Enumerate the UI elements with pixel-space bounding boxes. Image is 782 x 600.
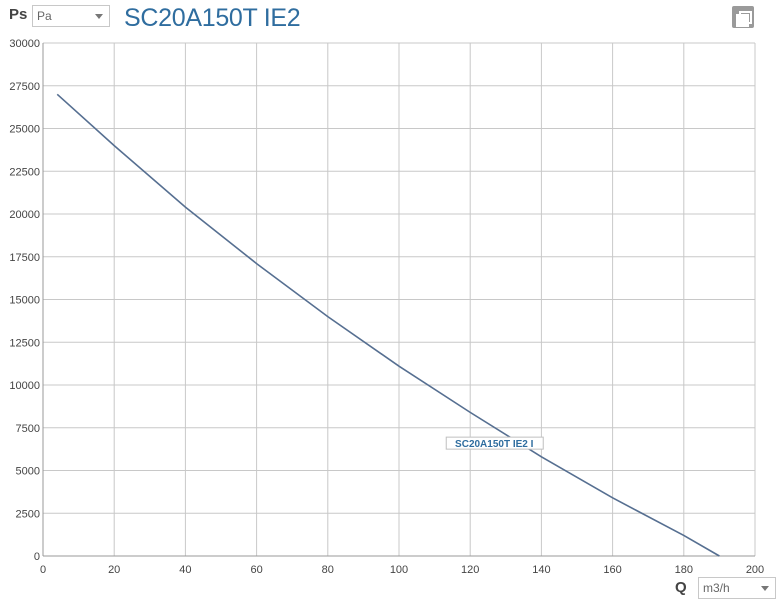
y-tick-label: 12500 bbox=[9, 337, 40, 349]
x-tick-label: 100 bbox=[390, 564, 408, 576]
x-tick-label: 0 bbox=[40, 564, 46, 576]
y-tick-label: 17500 bbox=[9, 252, 40, 264]
y-tick-label: 5000 bbox=[16, 466, 40, 478]
chevron-down-icon bbox=[761, 586, 769, 591]
copy-button[interactable] bbox=[732, 6, 754, 28]
series-label-box bbox=[445, 436, 544, 450]
y-tick-label: 0 bbox=[34, 551, 40, 563]
y-tick-label: 27500 bbox=[9, 81, 40, 93]
series-line bbox=[56, 93, 720, 557]
y-tick-label: 7500 bbox=[16, 423, 40, 435]
y-tick-label: 10000 bbox=[9, 380, 40, 392]
x-tick-label: 120 bbox=[461, 564, 479, 576]
y-tick-label: 2500 bbox=[16, 508, 40, 520]
pressure-unit-select[interactable]: Pa bbox=[32, 5, 110, 27]
pressure-unit-value: Pa bbox=[37, 9, 52, 23]
chevron-down-icon bbox=[95, 14, 103, 19]
chart-title: SC20A150T IE2 bbox=[124, 4, 301, 32]
x-axis-letter: Q bbox=[675, 579, 687, 596]
series-label: SC20A150T IE2 I bbox=[455, 439, 534, 450]
tick-labels: 0 20 40 60 80 100 120 140 160 180 200 0 2500 5000 7500… bbox=[9, 38, 764, 576]
x-tick-label: 80 bbox=[322, 564, 334, 576]
y-tick-label: 22500 bbox=[9, 166, 40, 178]
grid bbox=[42, 42, 756, 557]
y-tick-label: 25000 bbox=[9, 124, 40, 136]
copy-icon-front bbox=[736, 14, 749, 27]
y-tick-label: 30000 bbox=[9, 38, 40, 50]
flow-unit-value: m3/h bbox=[703, 581, 730, 595]
flow-unit-select[interactable]: m3/h bbox=[698, 577, 776, 599]
x-tick-label: 200 bbox=[746, 564, 764, 576]
x-tick-label: 40 bbox=[179, 564, 191, 576]
series-labels: SC20A150T IE2 I bbox=[445, 436, 544, 450]
x-tick-label: 140 bbox=[532, 564, 550, 576]
x-tick-label: 60 bbox=[250, 564, 262, 576]
x-tick-label: 20 bbox=[108, 564, 120, 576]
y-tick-label: 15000 bbox=[9, 295, 40, 307]
series bbox=[56, 93, 720, 557]
x-tick-label: 180 bbox=[675, 564, 693, 576]
y-axis-letter: Ps bbox=[9, 6, 28, 23]
y-tick-label: 20000 bbox=[9, 209, 40, 221]
x-tick-label: 160 bbox=[603, 564, 621, 576]
